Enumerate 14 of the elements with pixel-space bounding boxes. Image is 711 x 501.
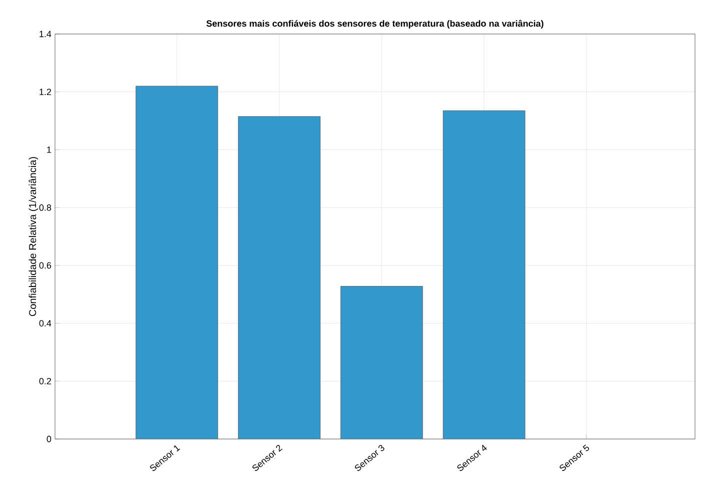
y-tick-label: 1 bbox=[47, 146, 52, 153]
bar bbox=[442, 110, 526, 439]
y-tick-label: 1.4 bbox=[40, 30, 52, 38]
bar bbox=[136, 86, 218, 439]
y-axis-title: Confiabilidade Relativa (1/variância) bbox=[28, 157, 38, 316]
bar bbox=[340, 286, 423, 439]
y-tick-label: 0.8 bbox=[39, 204, 52, 211]
y-tick-label: 1.2 bbox=[40, 88, 52, 95]
y-tick-label: 0.2 bbox=[39, 378, 52, 384]
y-tick-label: 0 bbox=[46, 436, 52, 442]
y-tick-label: 0.6 bbox=[39, 262, 52, 269]
bar bbox=[238, 116, 320, 439]
chart-title: Sensores mais confiáveis dos sensores de temperatura (baseado na variância) bbox=[206, 20, 544, 28]
y-tick-label: 0.4 bbox=[39, 320, 52, 326]
